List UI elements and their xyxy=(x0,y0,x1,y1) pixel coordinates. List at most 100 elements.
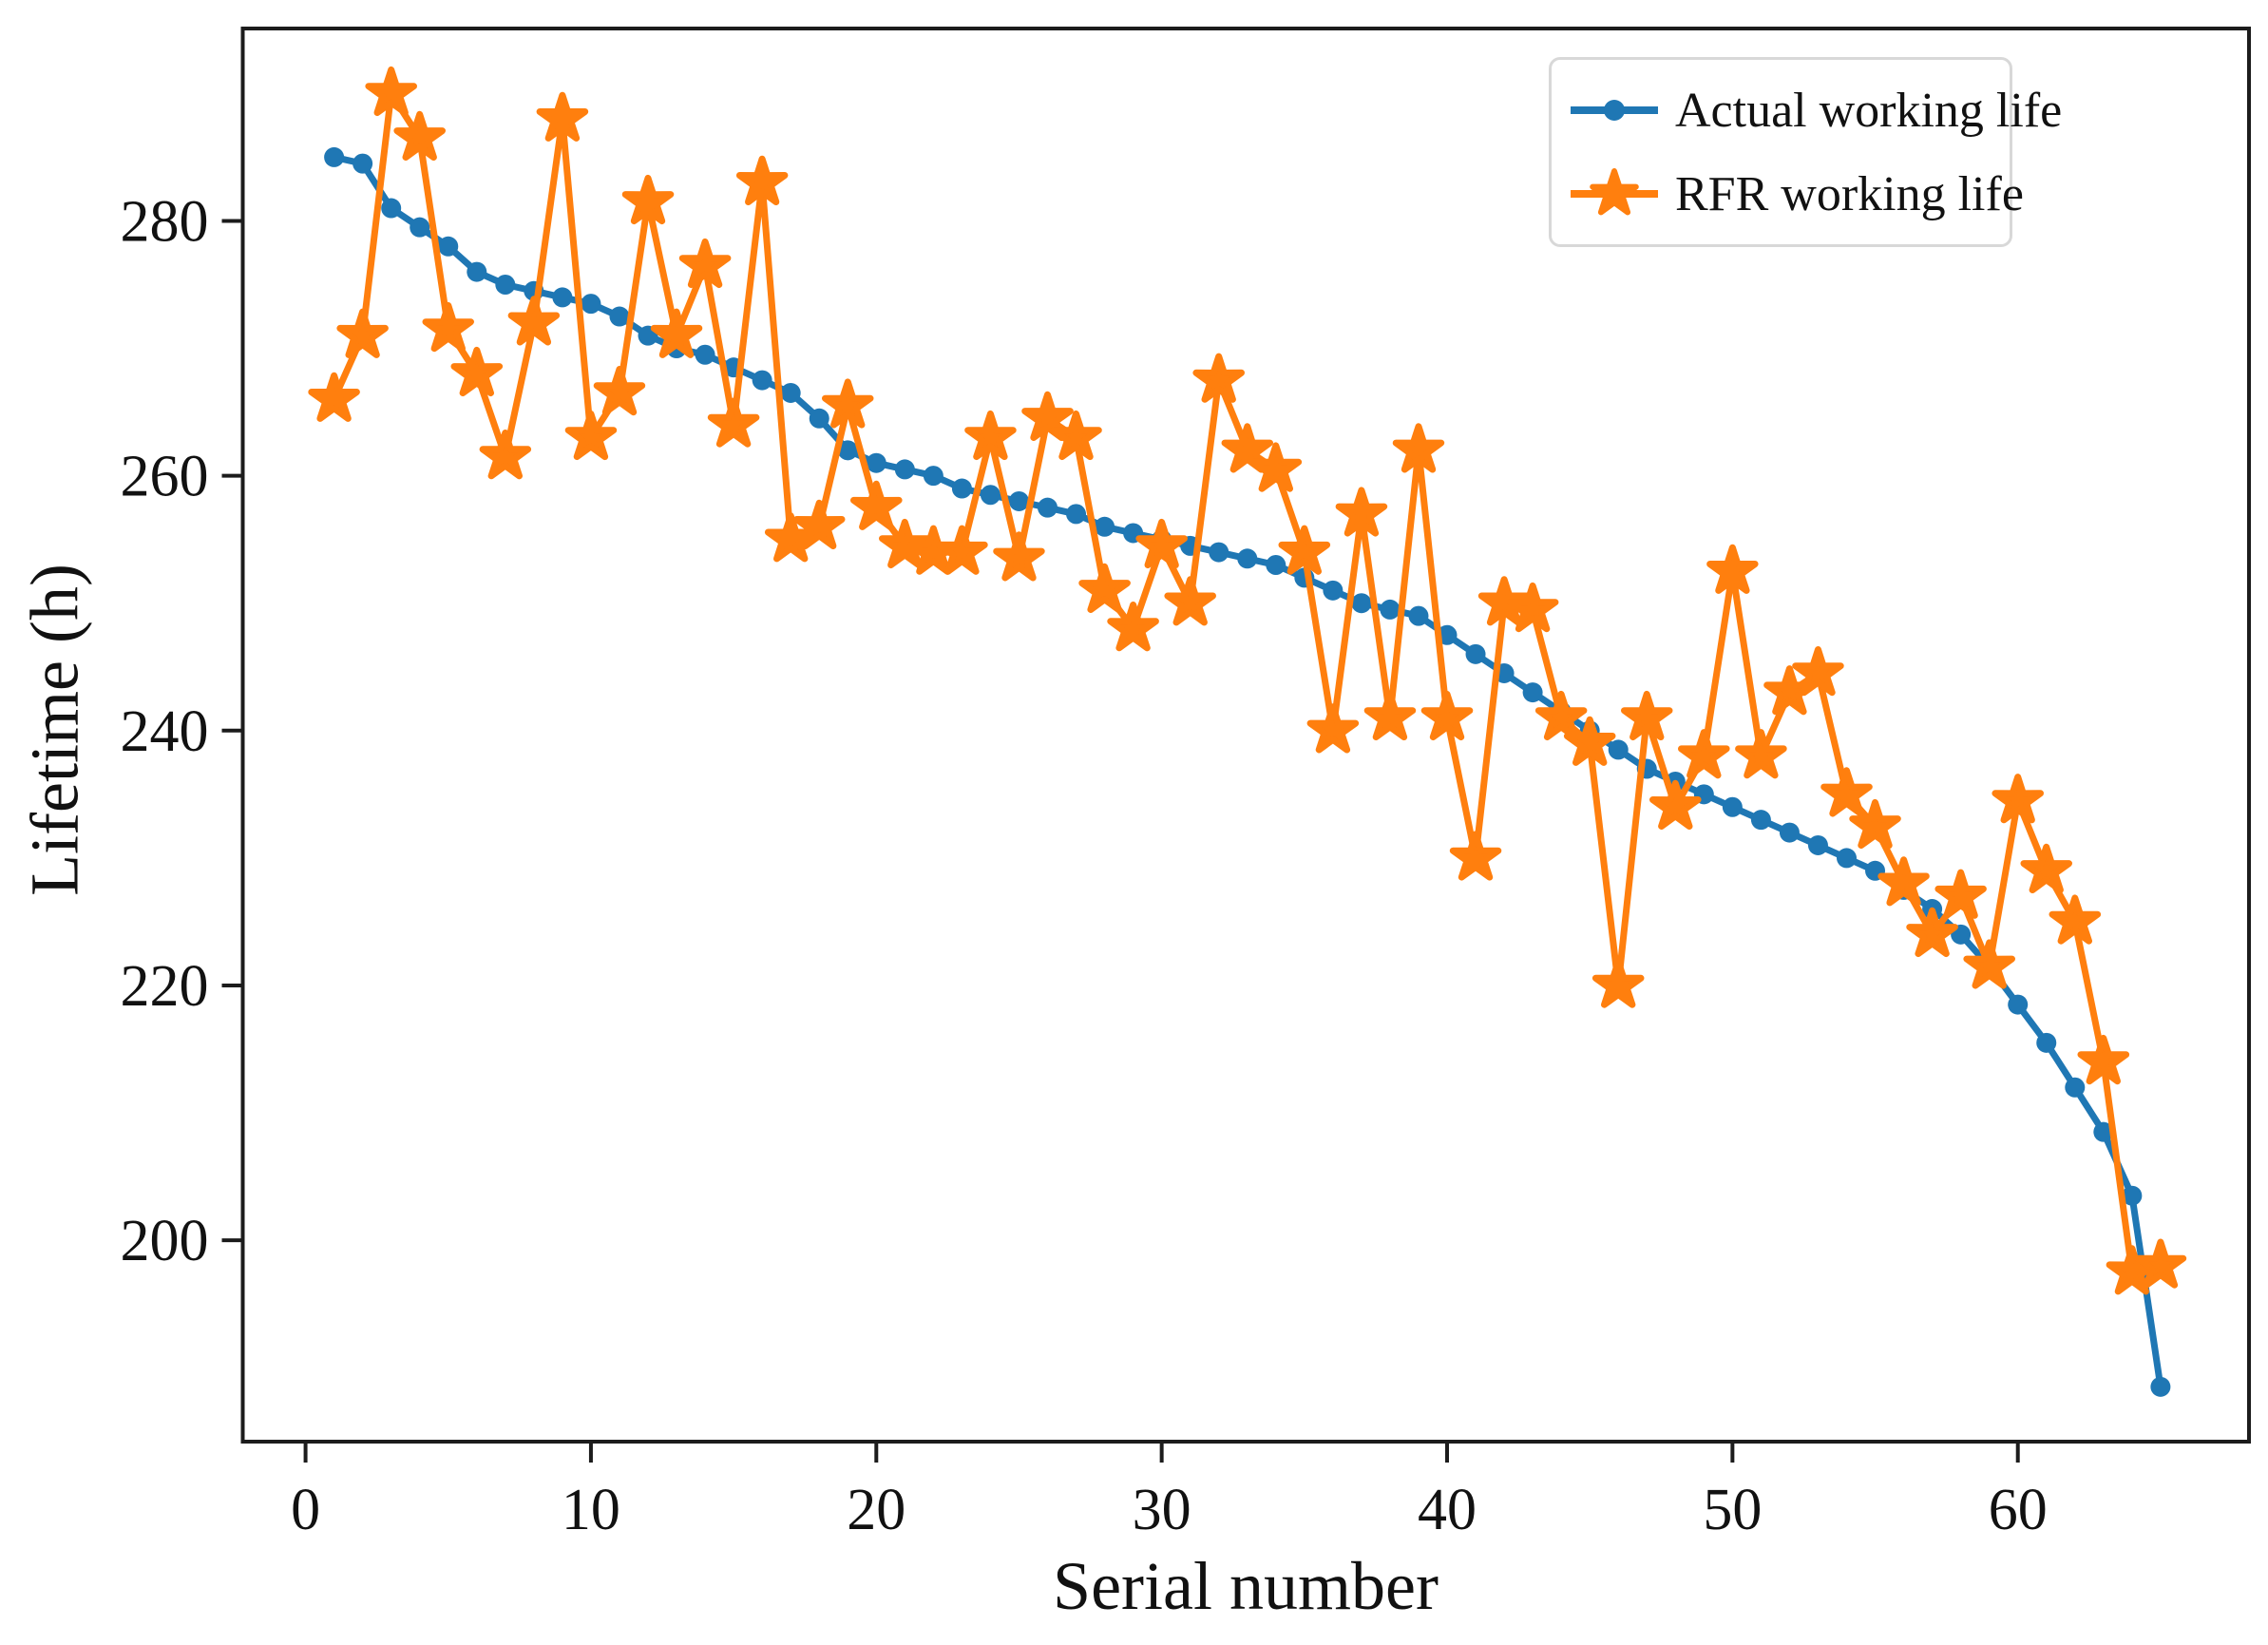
data-point-actual xyxy=(780,382,801,403)
actual-line xyxy=(331,153,2164,1390)
data-point-rfr xyxy=(621,174,675,225)
x-tick-label: 40 xyxy=(1418,1478,1477,1542)
data-point-actual xyxy=(381,198,402,219)
data-point-rfr xyxy=(707,397,760,448)
data-point-rfr xyxy=(450,346,504,397)
x-tick-label: 60 xyxy=(1989,1478,2048,1542)
data-point-rfr xyxy=(936,525,988,575)
data-point-rfr xyxy=(1877,856,1930,907)
data-point-actual xyxy=(951,478,972,499)
x-tick-label: 0 xyxy=(291,1478,320,1542)
data-point-actual xyxy=(581,294,601,315)
data-point-rfr xyxy=(2049,894,2102,945)
data-point-rfr xyxy=(650,308,703,358)
x-tick-label: 10 xyxy=(562,1478,620,1542)
data-point-rfr xyxy=(964,410,1017,461)
data-point-actual xyxy=(1038,497,1058,518)
y-axis-label: Lifetime (h) xyxy=(16,564,93,896)
x-tick-label: 50 xyxy=(1703,1478,1762,1542)
data-point-rfr xyxy=(1820,767,1873,817)
data-point-rfr xyxy=(536,91,589,142)
data-point-actual xyxy=(923,466,943,487)
data-point-rfr xyxy=(2077,1034,2130,1085)
data-point-rfr xyxy=(1221,423,1273,473)
data-point-rfr xyxy=(1449,831,1502,881)
orange-line-star-marker-icon xyxy=(1571,168,1658,216)
data-point-rfr xyxy=(1534,690,1588,741)
data-point-rfr xyxy=(735,155,789,205)
data-point-actual xyxy=(1836,848,1857,869)
x-axis-label: Serial number xyxy=(1053,1548,1439,1624)
legend-label-actual: Actual working life xyxy=(1675,83,2063,138)
data-point-actual xyxy=(552,287,573,308)
data-point-rfr xyxy=(1135,518,1188,569)
data-point-actual xyxy=(1380,599,1401,620)
data-point-actual xyxy=(752,370,772,391)
data-point-actual xyxy=(894,459,915,480)
data-point-actual xyxy=(866,452,886,473)
data-point-rfr xyxy=(1849,798,1901,850)
data-point-actual xyxy=(2065,1077,2086,1098)
data-point-actual xyxy=(1722,796,1743,817)
data-point-rfr xyxy=(1164,576,1216,626)
data-point-actual xyxy=(1465,643,1486,664)
legend-label-rfr: RFR working life xyxy=(1675,166,2024,221)
data-point-rfr xyxy=(1706,544,1759,594)
data-point-actual xyxy=(1608,739,1629,760)
data-point-rfr xyxy=(1021,391,1074,441)
data-point-actual xyxy=(2008,994,2029,1015)
star-glyph xyxy=(1590,168,1639,216)
y-tick-label: 220 xyxy=(121,954,209,1019)
data-point-rfr xyxy=(1792,646,1844,697)
data-point-rfr xyxy=(564,410,618,461)
data-point-actual xyxy=(837,440,858,461)
data-point-rfr xyxy=(1192,353,1245,403)
data-point-rfr xyxy=(1906,907,1958,958)
data-point-actual xyxy=(1807,834,1828,855)
data-point-actual xyxy=(1008,490,1029,511)
data-point-actual xyxy=(609,306,630,327)
legend-item-rfr: RFR working life xyxy=(1567,157,2024,231)
data-point-actual xyxy=(1209,542,1229,563)
data-point-actual xyxy=(1351,593,1372,614)
x-tick-label: 20 xyxy=(847,1478,905,1542)
data-point-actual xyxy=(1408,605,1429,626)
data-point-actual xyxy=(809,408,829,429)
data-point-rfr xyxy=(422,301,474,353)
data-point-rfr xyxy=(2134,1238,2187,1289)
data-point-rfr xyxy=(993,531,1045,582)
data-point-actual xyxy=(2150,1376,2171,1397)
legend: Actual working life RFR working life xyxy=(1549,57,2062,247)
data-point-rfr xyxy=(308,372,360,422)
data-point-rfr xyxy=(1477,576,1531,626)
data-point-actual xyxy=(324,146,345,167)
data-point-rfr xyxy=(879,518,931,569)
legend-item-actual: Actual working life xyxy=(1567,73,2062,147)
data-point-rfr xyxy=(792,499,846,549)
data-point-actual xyxy=(1750,810,1771,831)
blue-line-circle-marker-icon xyxy=(1571,100,1658,121)
data-point-actual xyxy=(1323,580,1344,601)
data-point-rfr xyxy=(1934,869,1987,919)
data-point-actual xyxy=(2122,1185,2143,1206)
data-point-rfr xyxy=(1992,774,2044,824)
data-point-rfr xyxy=(1649,779,1702,830)
x-tick-label: 30 xyxy=(1133,1478,1191,1542)
data-point-actual xyxy=(1266,554,1286,575)
data-point-rfr xyxy=(1506,582,1559,633)
data-point-actual xyxy=(2093,1121,2114,1142)
data-point-rfr xyxy=(1621,690,1673,741)
data-point-actual xyxy=(1066,504,1087,525)
data-point-actual xyxy=(980,485,1001,506)
data-point-actual xyxy=(1522,682,1543,703)
data-point-rfr xyxy=(1678,729,1730,779)
data-point-rfr xyxy=(336,308,389,358)
data-point-rfr xyxy=(850,480,903,530)
data-point-rfr xyxy=(1591,958,1645,1008)
data-point-rfr xyxy=(507,296,561,346)
data-point-actual xyxy=(467,261,487,282)
data-point-actual xyxy=(495,275,516,296)
data-point-actual xyxy=(695,344,715,365)
